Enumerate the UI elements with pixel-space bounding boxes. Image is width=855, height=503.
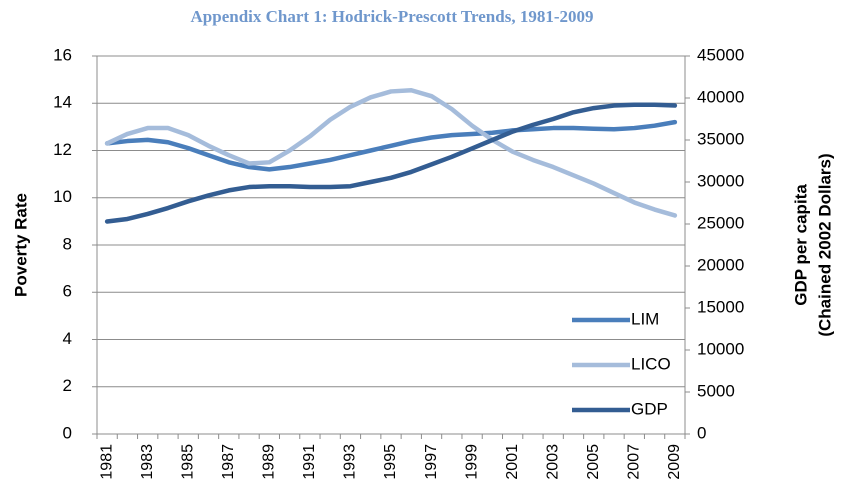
- x-tick-label: 2005: [585, 444, 602, 480]
- series-line: [104, 88, 678, 218]
- y-tick-label: 0: [63, 423, 72, 442]
- y2-tick-label: 35000: [697, 129, 744, 148]
- x-tick-label: 1987: [220, 444, 237, 480]
- x-tick-label: 2009: [666, 444, 683, 480]
- legend-label: LIM: [631, 309, 659, 328]
- y2-axis-title: GDP per capita: [791, 184, 810, 306]
- y2-tick-label: 30000: [697, 171, 744, 190]
- y2-tick-label: 40000: [697, 87, 744, 106]
- y-tick-label: 4: [63, 329, 72, 348]
- x-tick-label: 1993: [342, 444, 359, 480]
- y2-tick-label: 0: [697, 423, 706, 442]
- y-tick-label: 2: [63, 376, 72, 395]
- y-tick-label: 16: [53, 45, 72, 64]
- x-tick-label: 1991: [301, 444, 318, 480]
- y-tick-label: 14: [53, 93, 72, 112]
- y2-tick-label: 25000: [697, 213, 744, 232]
- y-tick-label: 12: [53, 140, 72, 159]
- y2-tick-label: 5000: [697, 381, 735, 400]
- x-tick-label: 1983: [139, 444, 156, 480]
- x-tick-label: 1995: [382, 444, 399, 480]
- x-tick-label: 1997: [423, 444, 440, 480]
- x-tick-label: 2003: [544, 444, 561, 480]
- y-tick-label: 6: [63, 282, 72, 301]
- x-tick-label: 2007: [626, 444, 643, 480]
- x-tick-label: 2001: [504, 444, 521, 480]
- y2-tick-label: 10000: [697, 339, 744, 358]
- x-tick-label: 1989: [261, 444, 278, 480]
- y-tick-label: 10: [53, 187, 72, 206]
- legend-label: LICO: [631, 354, 671, 373]
- y-tick-label: 8: [63, 234, 72, 253]
- chart-title: Appendix Chart 1: Hodrick-Prescott Trend…: [191, 7, 594, 26]
- y2-tick-label: 20000: [697, 255, 744, 274]
- series-line: [104, 119, 678, 172]
- y2-tick-label: 45000: [697, 45, 744, 64]
- x-tick-label: 1981: [98, 444, 115, 480]
- y2-axis-title: (Chained 2002 Dollars): [815, 153, 834, 336]
- legend-label: GDP: [631, 399, 668, 418]
- x-tick-label: 1999: [463, 444, 480, 480]
- y2-tick-label: 15000: [697, 297, 744, 316]
- x-tick-label: 1985: [179, 444, 196, 480]
- y-axis-title: Poverty Rate: [11, 193, 30, 297]
- series-line: [104, 102, 678, 224]
